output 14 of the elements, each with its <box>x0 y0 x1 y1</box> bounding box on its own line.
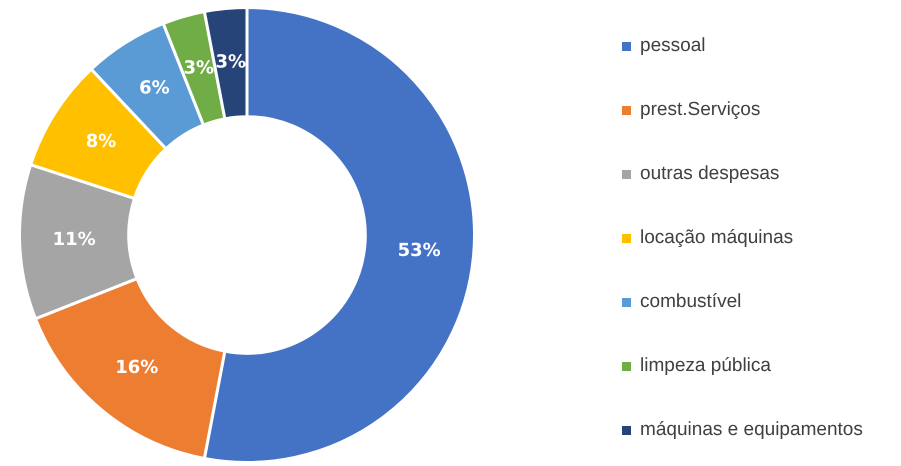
data-label: 8% <box>86 131 116 152</box>
data-label: 16% <box>115 356 158 378</box>
data-label: 3% <box>183 58 214 79</box>
data-label: 53% <box>398 240 441 261</box>
legend-label: locação máquinas <box>640 227 794 249</box>
legend-label: outras despesas <box>640 163 780 185</box>
data-label: 3% <box>215 52 246 73</box>
data-label: 11% <box>52 229 96 250</box>
legend-label: pessoal <box>640 35 706 57</box>
data-label: 6% <box>139 78 170 99</box>
legend-label: máquinas e equipamentos <box>640 419 863 441</box>
legend-label: limpeza pública <box>640 355 771 377</box>
legend-label: combustível <box>640 291 742 313</box>
legend-label: prest.Serviços <box>640 99 760 121</box>
